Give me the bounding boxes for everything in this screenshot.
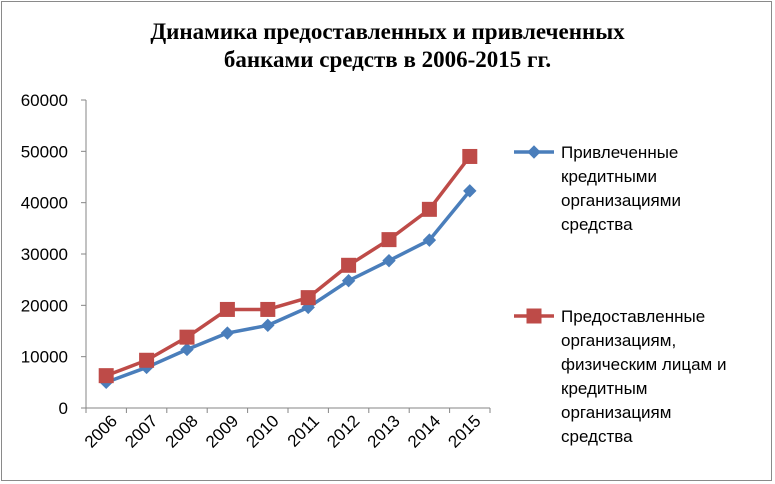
series-2-point: [341, 257, 357, 273]
x-tick-label: 2009: [202, 411, 242, 451]
y-tick-label: 50000: [21, 142, 68, 161]
series-2-point: [462, 148, 478, 164]
x-tick-label: 2015: [444, 411, 484, 451]
legend-label-line: Предоставленные: [561, 307, 705, 326]
series-1-point: [341, 273, 356, 288]
series-2-point: [421, 201, 437, 217]
x-axis-ticks: 2006 2007 2008 2009 2010 2011 2012 2013 2014 2015: [81, 408, 491, 452]
series-1-point: [422, 233, 437, 247]
y-tick-label: 40000: [21, 194, 68, 213]
series-2-line: [105, 155, 472, 378]
x-tick-label: 2011: [284, 411, 323, 450]
x-tick-label: 2014: [404, 411, 444, 451]
chart-title-line-2: банками средств в 2006-2015 гг.: [223, 47, 552, 72]
chart-title: Динамика предоставленных и привлеченных …: [0, 18, 775, 74]
x-tick-label: 2012: [323, 411, 363, 451]
legend-item-1: Привлеченные кредитными организациями средс…: [514, 143, 681, 234]
legend-label-line: кредитным: [561, 379, 647, 398]
legend-label-line: организациями: [561, 191, 681, 210]
legend-label-line: кредитными: [561, 167, 657, 186]
series-1-point: [180, 342, 194, 357]
x-tick-label: 2006: [81, 411, 121, 451]
legend-label-line: физическим лицам и: [561, 355, 726, 374]
chart-title-line-1: Динамика предоставленных и привлеченных: [150, 19, 625, 44]
legend-label-line: Привлеченные: [561, 143, 678, 162]
series-1: [99, 184, 477, 390]
series-2-point: [139, 352, 155, 368]
series-2-point: [260, 301, 276, 317]
y-tick-label: 60000: [21, 91, 68, 110]
legend-label-line: организациям,: [561, 331, 676, 350]
series-2: [98, 148, 478, 384]
legend: Привлеченные кредитными организациями средс…: [514, 143, 726, 446]
x-tick-label: 2013: [364, 411, 404, 451]
y-tick-label: 20000: [21, 296, 68, 315]
series-1-point: [382, 253, 396, 268]
series-group: [98, 148, 478, 390]
series-2-point: [381, 232, 397, 248]
legend-label-line: средства: [561, 427, 633, 446]
legend-swatch-marker: [527, 145, 541, 159]
legend-label-line: средства: [561, 215, 633, 234]
y-tick-label: 30000: [21, 245, 68, 264]
series-2-point: [219, 301, 235, 317]
y-tick-label: 10000: [21, 348, 68, 367]
series-1-line: [105, 189, 472, 384]
legend-item-2: Предоставленные организациям, физическим л…: [514, 307, 726, 446]
x-tick-label: 2010: [242, 411, 282, 451]
x-tick-label: 2008: [162, 411, 202, 451]
y-tick-label: 0: [59, 399, 68, 418]
series-2-point: [179, 329, 195, 345]
legend-swatch-marker: [526, 308, 542, 324]
series-1-point: [261, 318, 275, 333]
y-axis-ticks: 0 10000 20000 30000 40000 50000 60000: [21, 91, 86, 418]
series-1-point: [463, 184, 477, 198]
series-2-point: [300, 290, 316, 306]
x-tick-label: 2007: [121, 411, 161, 451]
series-2-point: [98, 368, 114, 384]
series-1-point: [220, 326, 235, 340]
legend-label-line: организациям: [561, 403, 671, 422]
